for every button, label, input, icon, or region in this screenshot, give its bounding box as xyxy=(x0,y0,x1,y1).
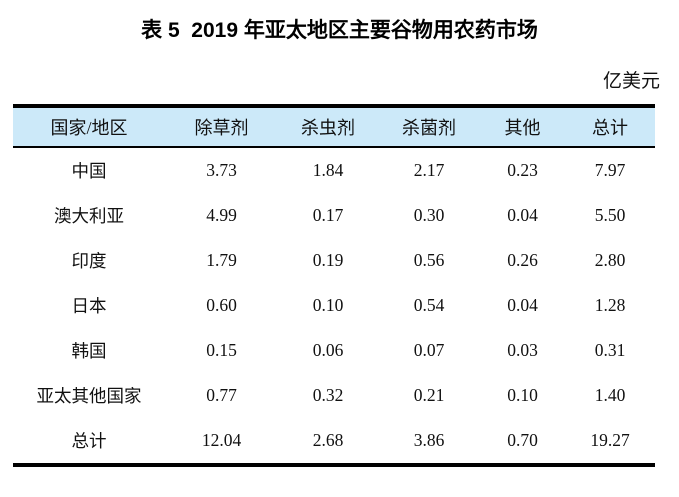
cell-value: 0.26 xyxy=(507,250,538,270)
row-label: 总计 xyxy=(71,431,107,451)
table-row: 日本 0.60 0.10 0.54 0.04 1.28 xyxy=(13,283,655,328)
cell-value: 0.70 xyxy=(507,430,538,450)
row-label: 亚太其他国家 xyxy=(36,386,142,406)
cell-value: 0.06 xyxy=(312,340,344,360)
cell-value: 0.04 xyxy=(507,295,538,315)
table-row: 亚太其他国家 0.77 0.32 0.21 0.10 1.40 xyxy=(13,373,655,418)
cell-value: 0.10 xyxy=(312,295,344,315)
table-row: 印度 1.79 0.19 0.56 0.26 2.80 xyxy=(13,238,655,283)
cell-value: 0.31 xyxy=(594,340,626,360)
pesticide-market-table: 国家/地区 除草剂 杀虫剂 杀菌剂 其他 总计 中国 3.73 1.84 2.1… xyxy=(13,104,655,467)
row-label: 日本 xyxy=(71,296,107,316)
cell-value: 4.99 xyxy=(206,205,237,225)
table-row: 澳大利亚 4.99 0.17 0.30 0.04 5.50 xyxy=(13,193,655,238)
cell-value: 5.50 xyxy=(594,205,626,225)
row-label: 中国 xyxy=(71,161,107,181)
cell-value: 3.86 xyxy=(413,430,445,450)
cell-value: 1.28 xyxy=(594,295,626,315)
cell-value: 7.97 xyxy=(594,160,626,180)
unit-label: 亿美元 xyxy=(602,71,660,92)
cell-value: 1.79 xyxy=(206,250,237,270)
table-row: 中国 3.73 1.84 2.17 0.23 7.97 xyxy=(13,147,655,193)
cell-value: 0.23 xyxy=(507,160,538,180)
column-header-region: 国家/地区 xyxy=(50,118,128,138)
cell-value: 0.56 xyxy=(413,250,445,270)
cell-value: 2.80 xyxy=(594,250,626,270)
row-label: 韩国 xyxy=(71,341,107,361)
table-caption: 表 5 2019 年亚太地区主要谷物用农药市场 xyxy=(141,19,538,42)
cell-value: 0.60 xyxy=(206,295,237,315)
column-header-fungicide: 杀菌剂 xyxy=(402,118,456,138)
cell-value: 12.04 xyxy=(201,430,242,450)
cell-value: 0.10 xyxy=(507,385,538,405)
cell-value: 2.17 xyxy=(413,160,445,180)
cell-value: 3.73 xyxy=(206,160,237,180)
column-header-other: 其他 xyxy=(504,118,541,138)
cell-value: 1.84 xyxy=(312,160,344,180)
cell-value: 0.17 xyxy=(312,205,344,225)
cell-value: 0.15 xyxy=(206,340,237,360)
cell-value: 0.07 xyxy=(413,340,445,360)
cell-value: 0.03 xyxy=(507,340,538,360)
row-label: 澳大利亚 xyxy=(54,206,124,226)
table-header-row: 国家/地区 除草剂 杀虫剂 杀菌剂 其他 总计 xyxy=(13,106,655,147)
cell-value: 0.54 xyxy=(413,295,445,315)
column-header-total: 总计 xyxy=(592,118,628,138)
cell-value: 2.68 xyxy=(312,430,344,450)
cell-value: 19.27 xyxy=(590,430,630,450)
table-total-row: 总计 12.04 2.68 3.86 0.70 19.27 xyxy=(13,418,655,465)
cell-value: 0.04 xyxy=(507,205,538,225)
cell-value: 0.19 xyxy=(312,250,344,270)
cell-value: 0.32 xyxy=(312,385,344,405)
column-header-insecticide: 杀虫剂 xyxy=(301,118,355,138)
row-label: 印度 xyxy=(71,251,107,271)
column-header-herbicide: 除草剂 xyxy=(194,118,249,138)
cell-value: 0.77 xyxy=(206,385,237,405)
cell-value: 0.30 xyxy=(413,205,445,225)
table-row: 韩国 0.15 0.06 0.07 0.03 0.31 xyxy=(13,328,655,373)
cell-value: 0.21 xyxy=(413,385,445,405)
cell-value: 1.40 xyxy=(594,385,626,405)
